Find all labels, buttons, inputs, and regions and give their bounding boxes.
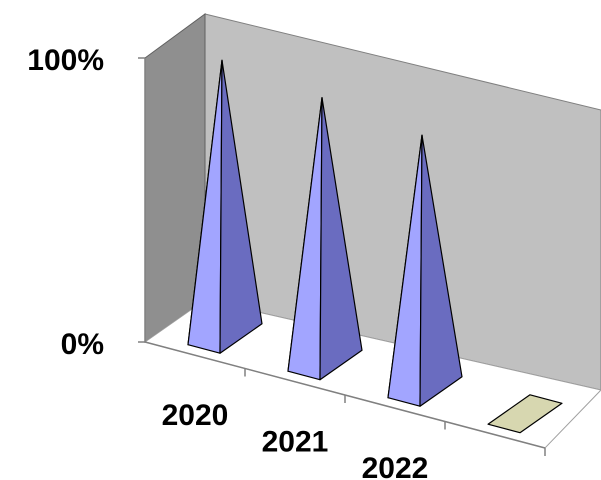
pyramid-2022-right-face xyxy=(419,134,463,407)
pyramid-empty-base xyxy=(487,394,563,434)
x-tick-labels: 2020 2021 2022 xyxy=(162,399,429,480)
pyramid-2021-right-face xyxy=(319,97,363,381)
x-tick-marks xyxy=(244,368,546,456)
pyramid-series xyxy=(187,59,563,434)
y-tick-label-100: 100% xyxy=(27,44,104,77)
x-tick-label-2020: 2020 xyxy=(162,399,229,432)
x-tick-label-2021: 2021 xyxy=(262,426,329,459)
y-tick-label-0: 0% xyxy=(61,328,104,361)
x-tick-label-2022: 2022 xyxy=(362,452,429,480)
pyramid-2020-right-face xyxy=(219,59,263,354)
